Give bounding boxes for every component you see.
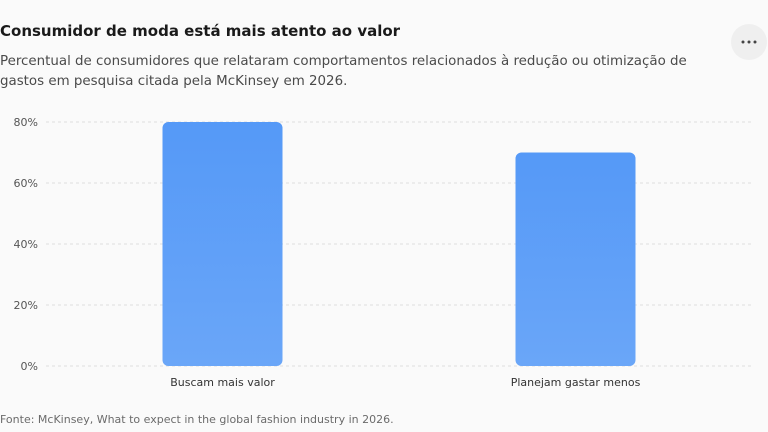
y-tick-label: 40% <box>14 238 38 251</box>
y-tick-label: 80% <box>14 116 38 129</box>
bar[interactable] <box>515 152 636 367</box>
more-horizontal-icon <box>741 40 757 44</box>
grid-lines <box>46 121 752 367</box>
x-axis-labels: Buscam mais valor Planejam gastar menos <box>170 376 640 389</box>
bars <box>162 122 636 367</box>
bar[interactable] <box>162 122 283 366</box>
bar-chart: 0% 20% 40% 60% 80% Buscam mais valor Planejam… <box>14 116 752 389</box>
y-tick-label: 60% <box>14 177 38 190</box>
x-category-label: Buscam mais valor <box>170 376 275 389</box>
y-tick-label: 0% <box>21 360 38 373</box>
more-options-button[interactable] <box>731 24 767 60</box>
chart-title: Consumidor de moda está mais atento ao v… <box>0 22 401 40</box>
y-tick-label: 20% <box>14 299 38 312</box>
source-note: Fonte: McKinsey, What to expect in the g… <box>0 413 394 426</box>
x-category-label: Planejam gastar menos <box>511 376 641 389</box>
chart-subtitle: Percentual de consumidores que relataram… <box>0 54 687 89</box>
y-axis-ticks: 0% 20% 40% 60% 80% <box>14 116 38 373</box>
